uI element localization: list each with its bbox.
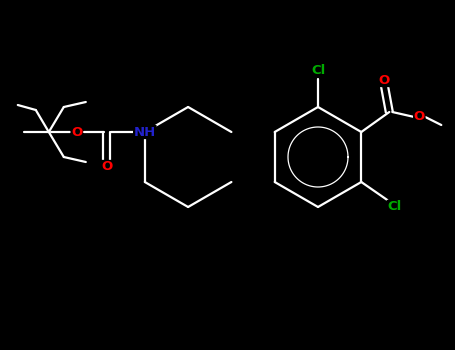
Text: Cl: Cl — [387, 201, 401, 214]
Text: O: O — [71, 126, 82, 139]
Text: O: O — [414, 111, 425, 124]
Text: O: O — [379, 74, 390, 86]
Text: NH: NH — [134, 126, 156, 139]
Text: O: O — [101, 161, 112, 174]
Text: Cl: Cl — [311, 63, 325, 77]
